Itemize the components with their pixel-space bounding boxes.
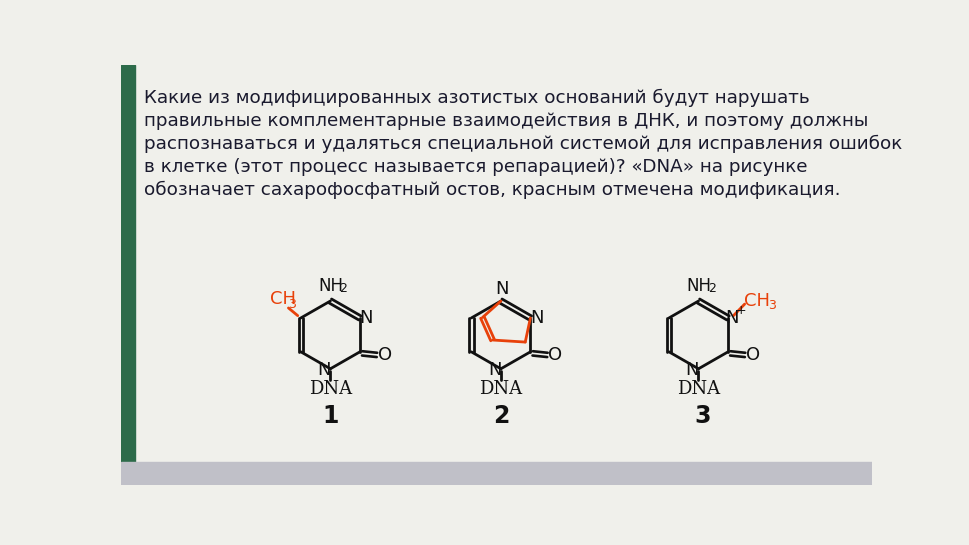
Text: N: N: [488, 361, 501, 379]
Text: обозначает сахарофосфатный остов, красным отмечена модификация.: обозначает сахарофосфатный остов, красны…: [144, 181, 841, 199]
Text: в клетке (этот процесс называется репарацией)? «DNA» на рисунке: в клетке (этот процесс называется репара…: [144, 158, 808, 176]
Text: распознаваться и удаляться специальной системой для исправления ошибок: распознаваться и удаляться специальной с…: [144, 135, 903, 153]
Text: CH: CH: [269, 290, 296, 308]
Text: NH: NH: [318, 277, 343, 295]
Text: Какие из модифицированных азотистых оснований будут нарушать: Какие из модифицированных азотистых осно…: [144, 88, 810, 107]
Text: 3: 3: [767, 299, 776, 312]
Text: N: N: [359, 309, 373, 327]
Bar: [121, 462, 872, 485]
Text: N: N: [530, 309, 544, 327]
Text: +: +: [735, 304, 746, 317]
Text: 2: 2: [492, 404, 509, 428]
Text: N: N: [685, 361, 699, 379]
Text: 3: 3: [289, 298, 297, 311]
Text: DNA: DNA: [309, 380, 352, 398]
Text: CH: CH: [744, 292, 770, 310]
Text: N: N: [725, 309, 738, 327]
Text: 2: 2: [707, 282, 716, 295]
Text: DNA: DNA: [480, 380, 522, 398]
Text: O: O: [378, 346, 391, 364]
Text: 1: 1: [322, 404, 338, 428]
Bar: [121, 65, 135, 485]
Text: NH: NH: [686, 277, 711, 295]
Text: правильные комплементарные взаимодействия в ДНК, и поэтому должны: правильные комплементарные взаимодействи…: [144, 112, 869, 130]
Text: N: N: [496, 280, 509, 298]
Text: N: N: [318, 361, 331, 379]
Text: 2: 2: [339, 282, 348, 295]
Text: O: O: [746, 346, 760, 364]
Text: 3: 3: [694, 404, 710, 428]
Text: DNA: DNA: [677, 380, 720, 398]
Text: O: O: [548, 346, 562, 364]
